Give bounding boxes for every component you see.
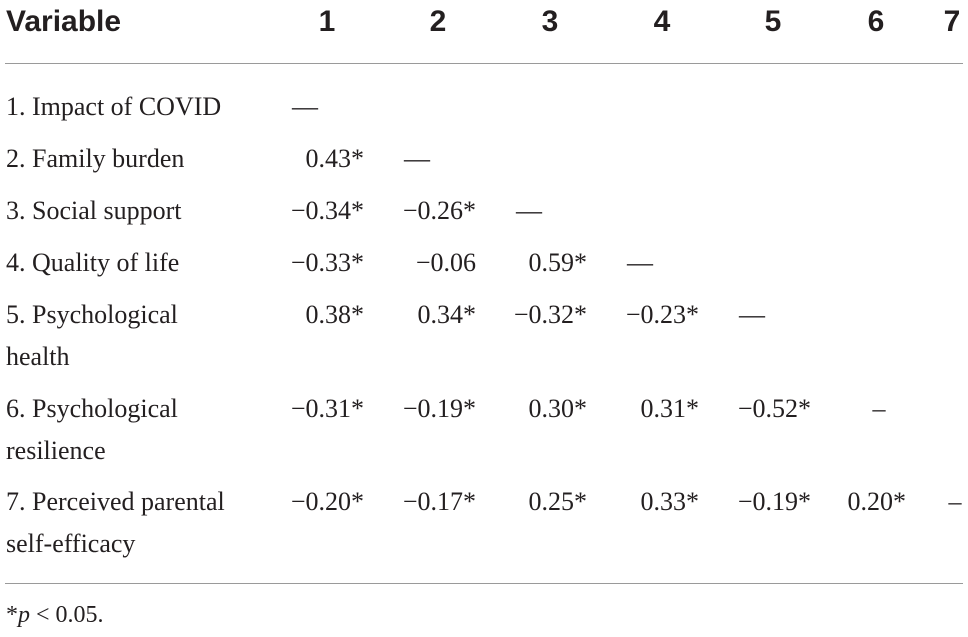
row-label: 7. Perceived parental bbox=[6, 487, 225, 516]
header-col-3: 3 bbox=[541, 5, 559, 38]
correlation-cell: −0.20* bbox=[290, 487, 364, 516]
row-label: 2. Family burden bbox=[6, 144, 185, 173]
correlation-cell: 0.59* bbox=[528, 248, 588, 277]
correlation-cell: 0.30* bbox=[528, 394, 588, 423]
correlation-cell: −0.33* bbox=[290, 248, 364, 277]
correlation-cell: −0.06 bbox=[415, 248, 476, 277]
row-label: health bbox=[6, 342, 70, 371]
diagonal-dash: — bbox=[292, 92, 318, 121]
correlation-cell: 0.20* bbox=[847, 487, 907, 516]
row-label: 1. Impact of COVID bbox=[6, 92, 222, 121]
footnote-text: < 0.05. bbox=[30, 602, 104, 628]
header-col-6: 6 bbox=[867, 5, 885, 38]
row-label: resilience bbox=[6, 436, 106, 465]
correlation-cell: −0.17* bbox=[402, 487, 476, 516]
correlation-cell: 0.33* bbox=[640, 487, 700, 516]
header-col-1: 1 bbox=[318, 5, 336, 38]
header-col-7: 7 bbox=[943, 5, 961, 38]
diagonal-dash: – bbox=[872, 394, 886, 423]
header-variable: Variable bbox=[6, 5, 122, 38]
diagonal-dash: — bbox=[739, 300, 765, 329]
row-label: 6. Psychological bbox=[6, 394, 178, 423]
correlation-cell: 0.43* bbox=[305, 144, 365, 173]
row-label: 4. Quality of life bbox=[6, 248, 180, 277]
footnote-p: p bbox=[18, 602, 30, 628]
row-label: 5. Psychological bbox=[6, 300, 178, 329]
correlation-cell: −0.34* bbox=[290, 196, 364, 225]
diagonal-dash: — bbox=[404, 144, 430, 173]
correlation-cell: 0.38* bbox=[305, 300, 365, 329]
header-rule bbox=[5, 63, 963, 64]
correlation-cell: −0.32* bbox=[513, 300, 587, 329]
correlation-cell: 0.34* bbox=[417, 300, 477, 329]
correlation-cell: 0.31* bbox=[640, 394, 700, 423]
row-label: 3. Social support bbox=[6, 196, 182, 225]
diagonal-dash: – bbox=[948, 487, 962, 516]
correlation-cell: 0.25* bbox=[528, 487, 588, 516]
row-label: self-efficacy bbox=[6, 529, 136, 558]
header-col-5: 5 bbox=[764, 5, 782, 38]
correlation-cell: −0.52* bbox=[737, 394, 811, 423]
correlation-cell: −0.19* bbox=[737, 487, 811, 516]
bottom-rule bbox=[5, 583, 963, 584]
correlation-cell: −0.19* bbox=[402, 394, 476, 423]
footnote-symbol: * bbox=[6, 602, 18, 628]
table-footnote: *p < 0.05. bbox=[6, 597, 104, 633]
correlation-cell: −0.26* bbox=[402, 196, 476, 225]
diagonal-dash: — bbox=[516, 196, 542, 225]
correlation-cell: −0.23* bbox=[625, 300, 699, 329]
header-col-2: 2 bbox=[429, 5, 447, 38]
correlation-cell: −0.31* bbox=[290, 394, 364, 423]
diagonal-dash: — bbox=[627, 248, 653, 277]
header-col-4: 4 bbox=[653, 5, 671, 38]
